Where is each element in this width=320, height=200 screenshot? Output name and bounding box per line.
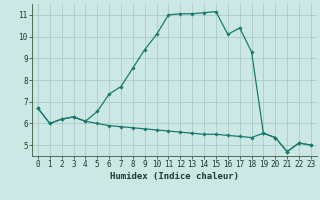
- X-axis label: Humidex (Indice chaleur): Humidex (Indice chaleur): [110, 172, 239, 181]
